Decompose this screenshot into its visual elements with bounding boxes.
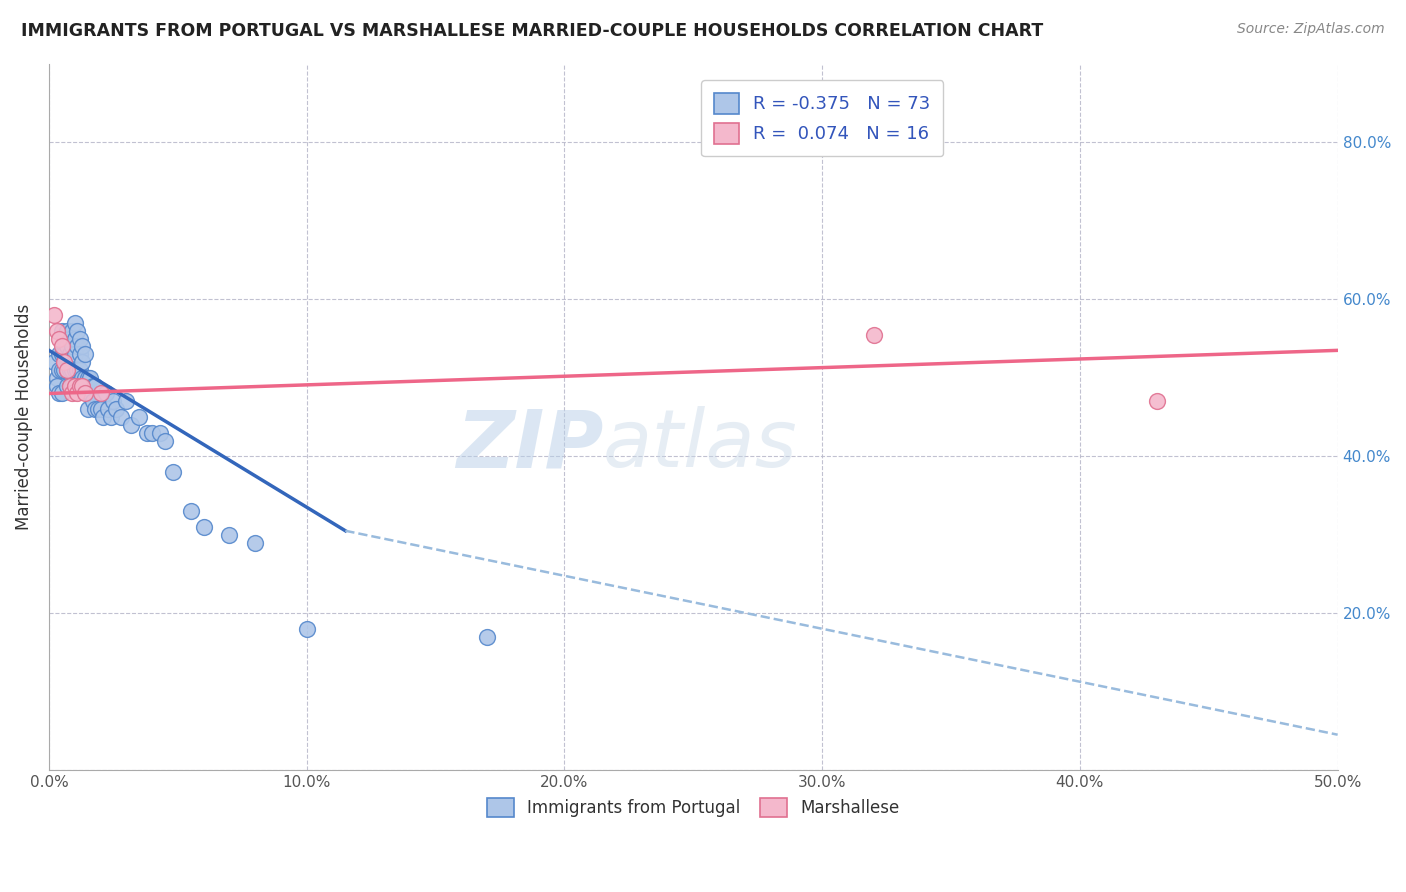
Text: ZIP: ZIP — [456, 406, 603, 484]
Point — [63, 378, 86, 392]
Point — [862, 327, 884, 342]
Point — [89, 386, 111, 401]
Point — [60, 363, 83, 377]
Point — [56, 339, 79, 353]
Point — [218, 527, 240, 541]
Text: Source: ZipAtlas.com: Source: ZipAtlas.com — [1237, 22, 1385, 37]
Point — [82, 394, 104, 409]
Point — [53, 332, 76, 346]
Point — [66, 324, 89, 338]
Point — [45, 371, 67, 385]
Text: atlas: atlas — [603, 406, 797, 484]
Point — [60, 378, 83, 392]
Point — [58, 378, 80, 392]
Point — [1146, 394, 1168, 409]
Point — [48, 332, 70, 346]
Point — [115, 394, 138, 409]
Point — [48, 347, 70, 361]
Point — [76, 402, 98, 417]
Point — [475, 630, 498, 644]
Point — [135, 425, 157, 440]
Point — [79, 386, 101, 401]
Point — [128, 410, 150, 425]
Point — [180, 504, 202, 518]
Point — [63, 332, 86, 346]
Point — [72, 371, 94, 385]
Point — [60, 386, 83, 401]
Point — [73, 371, 96, 385]
Point — [69, 332, 91, 346]
Point — [91, 410, 114, 425]
Point — [51, 347, 73, 361]
Point — [97, 402, 120, 417]
Point — [104, 402, 127, 417]
Point — [100, 410, 122, 425]
Point — [48, 363, 70, 377]
Point — [51, 339, 73, 353]
Point — [149, 425, 172, 440]
Point — [56, 324, 79, 338]
Point — [58, 332, 80, 346]
Point — [76, 386, 98, 401]
Point — [56, 378, 79, 392]
Point — [51, 363, 73, 377]
Point — [73, 386, 96, 401]
Point — [66, 363, 89, 377]
Point — [69, 347, 91, 361]
Point — [42, 355, 65, 369]
Point — [66, 339, 89, 353]
Point — [94, 386, 117, 401]
Point — [153, 434, 176, 448]
Point — [89, 402, 111, 417]
Point — [63, 316, 86, 330]
Point — [73, 347, 96, 361]
Point — [51, 324, 73, 338]
Point — [82, 378, 104, 392]
Y-axis label: Married-couple Households: Married-couple Households — [15, 304, 32, 530]
Point — [60, 339, 83, 353]
Point — [45, 378, 67, 392]
Point — [141, 425, 163, 440]
Point — [69, 378, 91, 392]
Point — [295, 622, 318, 636]
Text: IMMIGRANTS FROM PORTUGAL VS MARSHALLESE MARRIED-COUPLE HOUSEHOLDS CORRELATION CH: IMMIGRANTS FROM PORTUGAL VS MARSHALLESE … — [21, 22, 1043, 40]
Point — [53, 347, 76, 361]
Legend: Immigrants from Portugal, Marshallese: Immigrants from Portugal, Marshallese — [478, 789, 908, 825]
Point — [48, 386, 70, 401]
Point — [56, 363, 79, 377]
Point — [63, 378, 86, 392]
Point — [58, 363, 80, 377]
Point — [103, 394, 125, 409]
Point — [79, 371, 101, 385]
Point — [51, 386, 73, 401]
Point — [53, 355, 76, 369]
Point — [53, 363, 76, 377]
Point — [120, 417, 142, 432]
Point — [84, 378, 107, 392]
Point — [56, 363, 79, 377]
Point — [243, 535, 266, 549]
Point — [193, 520, 215, 534]
Point — [66, 386, 89, 401]
Point — [76, 371, 98, 385]
Point — [72, 378, 94, 392]
Point — [60, 324, 83, 338]
Point — [58, 378, 80, 392]
Point — [63, 363, 86, 377]
Point — [162, 465, 184, 479]
Point — [110, 410, 132, 425]
Point — [63, 347, 86, 361]
Point — [69, 363, 91, 377]
Point — [45, 324, 67, 338]
Point — [72, 339, 94, 353]
Point — [87, 402, 110, 417]
Point — [84, 402, 107, 417]
Point — [72, 355, 94, 369]
Point — [42, 308, 65, 322]
Point — [58, 347, 80, 361]
